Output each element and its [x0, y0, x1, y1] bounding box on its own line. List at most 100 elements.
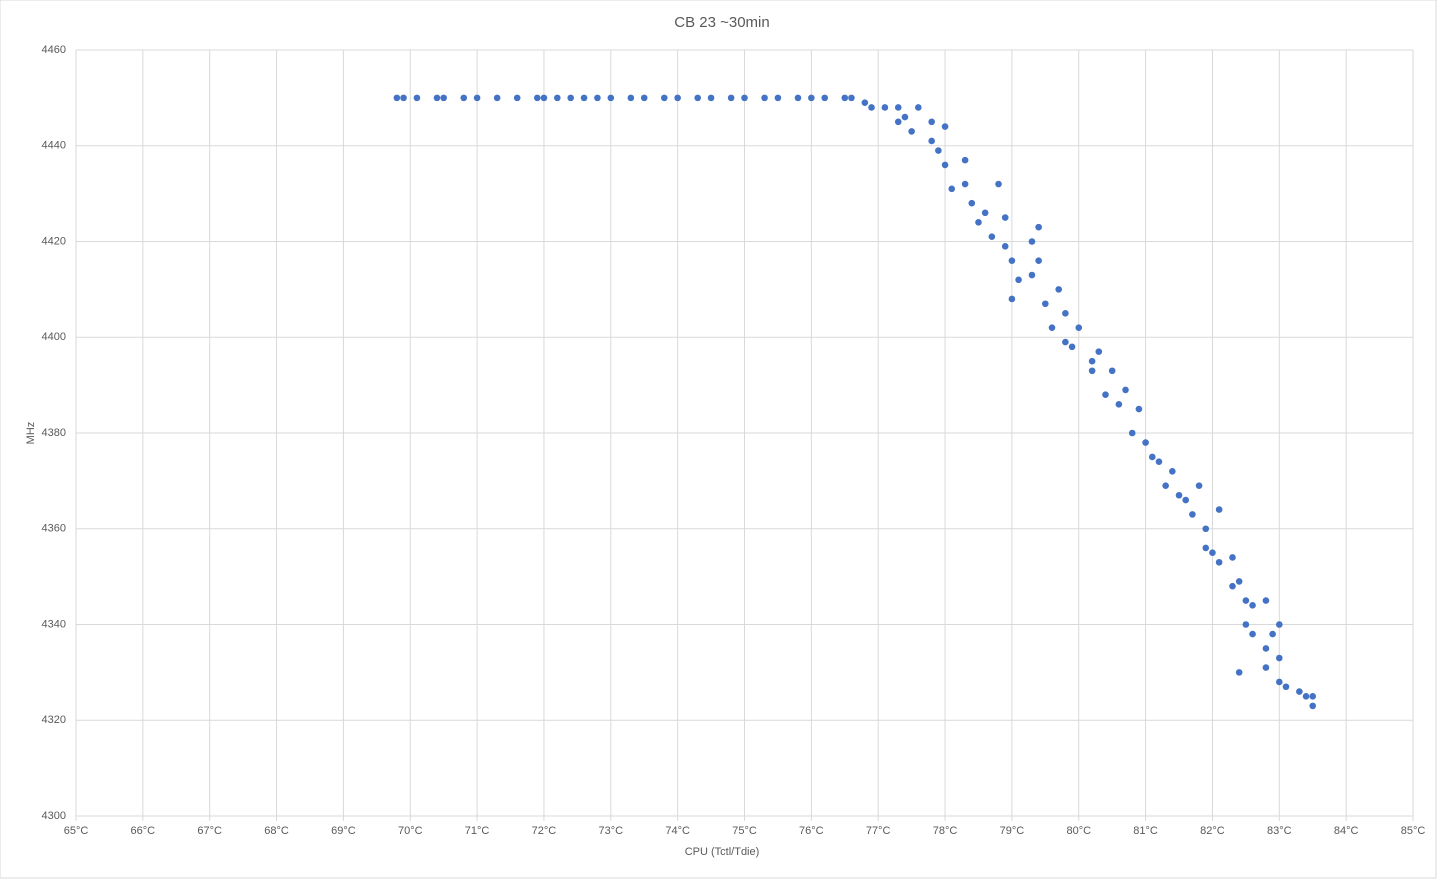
x-tick-label: 65°C: [64, 825, 89, 837]
point: [1309, 702, 1317, 710]
point: [1202, 544, 1210, 552]
point: [961, 180, 969, 188]
chart-title: CB 23 ~30min: [674, 14, 769, 31]
point: [1229, 554, 1236, 561]
point: [1269, 630, 1276, 638]
x-tick-label: 85°C: [1401, 825, 1426, 837]
point: [1262, 645, 1270, 652]
point: [1088, 367, 1096, 375]
point: [1262, 597, 1270, 604]
y-tick-label: 4440: [42, 140, 66, 152]
x-tick-label: 75°C: [732, 825, 757, 837]
point: [1135, 405, 1143, 413]
point: [1215, 506, 1223, 513]
point: [1209, 549, 1216, 556]
y-tick-label: 4320: [42, 714, 66, 726]
point: [540, 94, 548, 102]
point: [1001, 242, 1009, 250]
x-tick-label: 72°C: [532, 825, 557, 837]
point: [1148, 453, 1156, 461]
x-tick-label: 71°C: [465, 825, 490, 837]
point: [861, 99, 869, 106]
point: [808, 94, 815, 102]
point: [995, 180, 1002, 188]
point: [554, 94, 561, 102]
point: [901, 113, 909, 121]
x-tick-label: 82°C: [1200, 825, 1225, 837]
point: [761, 94, 768, 102]
point: [1309, 693, 1317, 700]
x-tick-label: 66°C: [131, 825, 156, 837]
point: [493, 94, 501, 102]
point: [981, 209, 989, 217]
point: [1195, 482, 1203, 489]
point: [1235, 669, 1243, 676]
point: [1035, 223, 1042, 231]
point: [1028, 238, 1036, 245]
x-tick-label: 67°C: [197, 825, 222, 837]
point: [694, 94, 702, 102]
point: [1276, 621, 1283, 628]
point: [1128, 429, 1136, 437]
point: [1028, 271, 1036, 279]
point: [674, 94, 681, 102]
point: [1008, 295, 1016, 303]
point: [1215, 558, 1223, 566]
point: [1242, 621, 1250, 628]
point: [1249, 630, 1256, 638]
point: [413, 94, 421, 102]
point: [1235, 578, 1243, 585]
point: [580, 94, 588, 102]
point: [935, 147, 942, 154]
point: [881, 104, 889, 111]
x-tick-label: 80°C: [1066, 825, 1091, 837]
point: [1062, 310, 1069, 317]
point: [941, 161, 949, 169]
x-tick-label: 68°C: [264, 825, 289, 837]
point: [1035, 257, 1042, 264]
point: [1068, 343, 1076, 351]
y-tick-label: 4380: [42, 427, 66, 439]
point: [988, 233, 996, 241]
point: [941, 123, 949, 130]
point: [1242, 597, 1250, 604]
x-tick-label: 84°C: [1334, 825, 1359, 837]
point: [393, 94, 401, 102]
point: [961, 156, 969, 164]
point: [660, 94, 668, 102]
point: [841, 94, 849, 102]
x-tick-label: 78°C: [933, 825, 958, 837]
point: [1115, 400, 1123, 408]
point: [928, 118, 935, 126]
point: [607, 94, 615, 102]
x-tick-label: 81°C: [1133, 825, 1158, 837]
y-tick-label: 4400: [42, 331, 66, 343]
point: [1075, 324, 1083, 331]
point: [440, 94, 447, 102]
point: [894, 104, 902, 111]
x-tick-label: 76°C: [799, 825, 824, 837]
x-tick-label: 79°C: [1000, 825, 1025, 837]
y-tick-label: 4340: [42, 618, 66, 630]
point: [1001, 214, 1009, 221]
x-tick-label: 83°C: [1267, 825, 1292, 837]
y-tick-label: 4360: [42, 523, 66, 535]
x-tick-label: 69°C: [331, 825, 356, 837]
point: [1282, 683, 1290, 691]
point: [1048, 324, 1056, 331]
point: [975, 219, 982, 226]
y-axis-label: MHz: [25, 422, 37, 445]
x-tick-label: 74°C: [665, 825, 690, 837]
x-tick-label: 77°C: [866, 825, 891, 837]
y-tick-label: 4420: [42, 235, 66, 247]
point: [433, 94, 441, 102]
point: [1015, 276, 1022, 284]
point: [1229, 582, 1236, 590]
point: [1042, 300, 1049, 308]
x-tick-label: 70°C: [398, 825, 423, 837]
point: [1102, 391, 1109, 399]
point: [1095, 348, 1103, 355]
point: [908, 128, 915, 135]
point: [868, 104, 875, 111]
